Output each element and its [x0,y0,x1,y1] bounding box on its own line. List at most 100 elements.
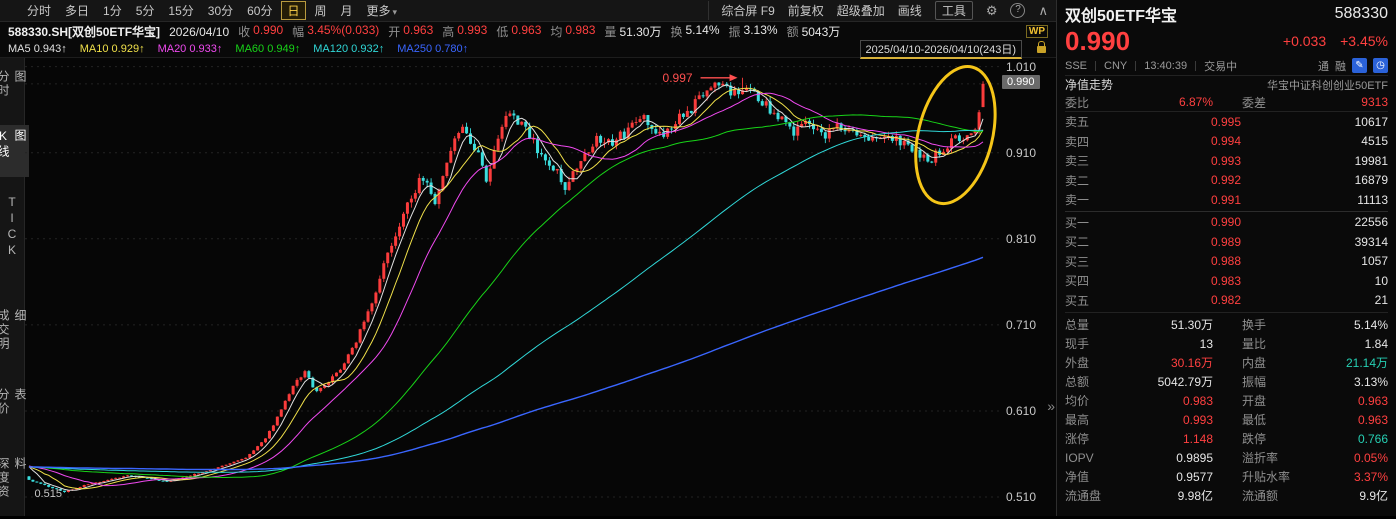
nav-trade-detail[interactable]: 成交明细 [0,308,27,351]
edit-icon[interactable]: ✎ [1352,58,1367,73]
stat-row-limits: 涨停 1.148 跌停 0.766 [1065,431,1388,447]
ask-row-1[interactable]: 卖一 0.991 11113 [1065,192,1388,208]
tab-daily[interactable]: 日 [281,1,306,20]
super-overlay-button[interactable]: 超级叠加 [836,4,885,18]
tab-more[interactable]: 更多 ▾ [360,2,405,19]
trade-date: 2026/04/10 [169,24,230,39]
stat-row-lot: 现手 13 量比 1.84 [1065,336,1388,352]
stock-name: 双创50ETF华宝 [1065,8,1178,25]
alarm-icon[interactable]: ◷ [1373,58,1388,73]
quote-time: 13:40:39 [1144,59,1188,72]
exchange-label: SSE [1065,59,1088,72]
kline-chart-region[interactable]: 0.997 0.515 [25,58,1000,516]
ma20-legend: MA20 0.933↑ [157,43,223,55]
quote-meta-row: SSE CNY 13:40:39 交易中 通 融 ✎ ◷ [1065,56,1388,76]
ask-row-2[interactable]: 卖二 0.992 16879 [1065,173,1388,188]
field-range: 幅 3.45%(0.033) [292,23,380,39]
current-price-tag: 0.990 [1002,74,1040,89]
ma5-legend: MA5 0.943↑ [8,43,67,55]
tab-5min[interactable]: 5分 [135,4,155,18]
price-axis: » 1.010 0.910 0.810 0.710 0.610 0.510 0.990 [1000,58,1056,516]
wp-badge[interactable]: WP [1025,25,1048,38]
stat-row-volume: 总量 51.30万 换手 5.14% [1065,317,1388,333]
tab-multiday[interactable]: 多日 [65,4,90,18]
nav-kline-chart[interactable]: K线图 [0,125,29,177]
top-rows: 分时 多日 1分 5分 15分 30分 60分 日 周 月 更多 ▾ 综合屏 F9… [0,0,1056,59]
nav-timeline-chart[interactable]: 分时图 [0,70,27,98]
field-open: 开 0.963 [388,23,434,39]
field-amplitude: 振 3.13% [728,23,778,39]
ma250-legend: MA250 0.780↑ [397,43,469,55]
quote-panel: 双创50ETF华宝 588330 0.990 +0.033 +3.45% SSE… [1056,0,1396,516]
svg-text:0.997: 0.997 [663,71,693,85]
collapse-up-icon[interactable]: ∧ [1038,2,1048,18]
fund-full-name: 华宝中证科创创业50ETF [1266,79,1388,92]
nav-price-table[interactable]: 分价表 [0,387,27,416]
nav-value-trend-link[interactable]: 净值走势 [1065,78,1114,92]
currency-label: CNY [1104,59,1128,72]
bid-row-4[interactable]: 买四 0.983 10 [1065,273,1388,289]
tab-1min[interactable]: 1分 [103,4,122,18]
tab-60min[interactable]: 60分 [247,4,273,18]
stat-row-avg-open: 均价 0.983 开盘 0.963 [1065,393,1388,409]
lock-icon[interactable] [1037,40,1046,53]
field-turnover: 换 5.14% [670,23,720,39]
candlestick-svg: 0.997 0.515 [25,65,1000,500]
tab-timeline[interactable]: 分时 [27,4,52,18]
nav-tick[interactable]: TICK [5,194,19,259]
composite-screen-button[interactable]: 综合屏 F9 [721,4,775,18]
ma-legend-bar: MA5 0.943↑ MA10 0.929↑ MA20 0.933↑ MA60 … [0,39,1056,59]
badge-rong: 融 [1335,60,1346,73]
tools-button[interactable]: 工具 [934,1,973,20]
help-icon[interactable]: ? [1010,3,1026,18]
badge-group: 通 融 ✎ ◷ [1318,58,1388,74]
forward-adjust-button[interactable]: 前复权 [787,4,824,18]
weibi-label: 委比 [1065,95,1090,110]
symbol-label: 588330.SH[双创50ETF华宝] [8,25,161,39]
bid-row-3[interactable]: 买三 0.988 1057 [1065,254,1388,269]
tab-more-label: 更多 [366,4,391,18]
field-volume: 量 51.30万 [604,25,662,39]
field-low: 低 0.963 [496,23,542,39]
last-price: 0.990 [1065,26,1131,56]
bid-row-5[interactable]: 买五 0.982 21 [1065,293,1388,308]
stat-row-float: 流通盘 9.98亿 流通额 9.9亿 [1065,489,1388,503]
tab-monthly[interactable]: 月 [340,4,353,18]
y-axis-label: 0.510 [1006,490,1037,505]
badge-tong: 通 [1318,60,1329,73]
weicha-label: 委差 [1242,95,1267,110]
field-avg: 均 0.983 [550,23,596,39]
order-book: 卖五 0.995 10617 卖四 0.994 4515 卖三 0.993 19981 卖二… [1065,112,1388,310]
ask-row-5[interactable]: 卖五 0.995 10617 [1065,114,1388,130]
bid-row-2[interactable]: 买二 0.989 39314 [1065,234,1388,250]
draw-line-button[interactable]: 画线 [897,4,922,18]
y-axis-label: 0.610 [1006,403,1037,418]
stock-code: 588330 [1334,5,1388,22]
section-divider [1065,312,1388,313]
stat-row-nav: 净值 0.9577 升贴水率 3.37% [1065,469,1388,485]
tab-weekly[interactable]: 周 [314,4,327,18]
gear-icon[interactable]: ⚙ [985,2,998,18]
panel-header: 双创50ETF华宝 588330 [1065,2,1388,26]
bid-row-1[interactable]: 买一 0.990 22556 [1065,215,1388,230]
ask-row-3[interactable]: 卖三 0.993 19981 [1065,153,1388,169]
tab-30min[interactable]: 30分 [207,4,234,18]
toolbar-actions: 综合屏 F9 前复权 超级叠加 画线 工具 ⚙ ? ∧ [708,1,1048,20]
left-nav-rail: 分时图 K线图 TICK 成交明细 分价表 深度资料 [0,58,29,516]
y-axis-label: 0.910 [1006,145,1037,160]
stat-row-outer-inner: 外盘 30.16万 内盘 21.14万 [1065,356,1388,370]
date-range-selector[interactable]: 2025/04/10-2026/04/10(243日) [859,39,1022,59]
stat-row-iopv: IOPV 0.9895 溢折率 0.05% [1065,450,1388,466]
price-change: +0.033 [1282,33,1327,49]
trading-status: 交易中 [1204,60,1238,73]
separator [1095,60,1097,71]
nav-depth-info[interactable]: 深度资料 [0,456,27,499]
y-axis-label: 1.010 [1006,59,1037,74]
expand-panel-icon[interactable]: » [1047,398,1055,414]
separator [1135,60,1137,71]
price-row: 0.990 +0.033 +3.45% [1065,26,1388,56]
ask-row-4[interactable]: 卖四 0.994 4515 [1065,134,1388,149]
tab-15min[interactable]: 15分 [168,4,194,18]
period-toolbar: 分时 多日 1分 5分 15分 30分 60分 日 周 月 更多 ▾ 综合屏 F9… [0,0,1056,22]
